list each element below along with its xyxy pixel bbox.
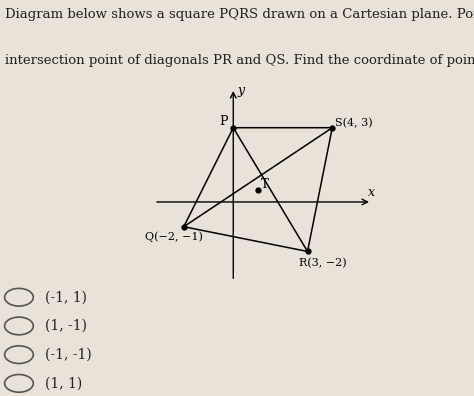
Text: R(3, −2): R(3, −2) xyxy=(299,257,346,268)
Text: S(4, 3): S(4, 3) xyxy=(335,118,373,128)
Text: Diagram below shows a square PQRS drawn on a Cartesian plane. Point T is the: Diagram below shows a square PQRS drawn … xyxy=(5,8,474,21)
Text: intersection point of diagonals PR and QS. Find the coordinate of point T.: intersection point of diagonals PR and Q… xyxy=(5,54,474,67)
Text: Q(−2, −1): Q(−2, −1) xyxy=(146,232,203,242)
Text: P: P xyxy=(219,115,228,128)
Text: y: y xyxy=(237,84,244,97)
Text: (-1, -1): (-1, -1) xyxy=(45,348,92,362)
Text: (1, 1): (1, 1) xyxy=(45,376,82,390)
Text: x: x xyxy=(368,186,375,199)
Text: (1, -1): (1, -1) xyxy=(45,319,87,333)
Text: T: T xyxy=(261,178,268,191)
Text: (-1, 1): (-1, 1) xyxy=(45,290,87,304)
